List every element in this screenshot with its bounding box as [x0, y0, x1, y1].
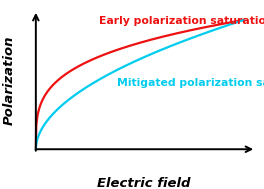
Text: Mitigated polarization saturation: Mitigated polarization saturation — [117, 78, 264, 88]
Text: Electric field: Electric field — [97, 177, 191, 189]
Text: Early polarization saturation: Early polarization saturation — [99, 16, 264, 26]
Text: Polarization: Polarization — [3, 36, 16, 125]
